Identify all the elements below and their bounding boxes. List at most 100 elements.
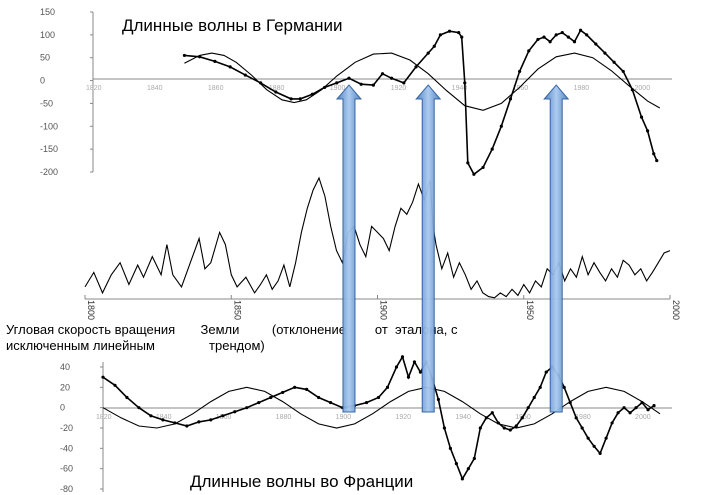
data-point [460, 35, 464, 39]
x-tick-label: 1980 [574, 85, 590, 92]
data-point [457, 30, 461, 35]
data-point [526, 406, 530, 410]
x-tick-label: 1860 [208, 85, 224, 92]
data-point [598, 451, 602, 456]
data-point [472, 456, 476, 461]
data-point [562, 385, 566, 389]
y-tick-label: -20 [60, 423, 73, 433]
data-point [646, 129, 650, 133]
data-point [490, 411, 494, 415]
data-point [371, 83, 375, 87]
y-tick-label: 0 [60, 403, 65, 413]
x-tick-label: 1820 [96, 414, 112, 421]
germany-title: Длинные волны в Германии [122, 16, 343, 35]
data-point [317, 395, 321, 400]
data-point [610, 421, 614, 425]
x-tick-label: 1920 [395, 414, 411, 421]
data-point [586, 436, 590, 440]
data-point [274, 90, 278, 94]
x-tick-label: 1900 [379, 300, 389, 320]
data-point [574, 416, 578, 420]
data-point [406, 375, 411, 379]
data-point [447, 29, 452, 33]
data-point [137, 406, 141, 410]
data-point [585, 33, 589, 37]
data-point [514, 424, 518, 428]
y-tick-label: 150 [40, 7, 55, 17]
y-tick-label: 0 [40, 76, 45, 86]
data-point [502, 426, 506, 430]
data-point [245, 406, 249, 410]
data-point [490, 147, 494, 151]
data-point [532, 395, 536, 400]
data-point [380, 72, 385, 76]
y-tick-label: 50 [40, 53, 50, 63]
data-point [592, 444, 596, 448]
data-point [652, 404, 656, 408]
data-point [554, 33, 558, 37]
germany-chart: 150 100 50 0 -50 -100 -150 -200 1820 1840 1860 188… [40, 7, 672, 177]
data-point [335, 81, 339, 85]
data-point [289, 97, 293, 101]
data-point [182, 53, 187, 58]
x-tick-label: 1920 [391, 85, 407, 92]
data-point [394, 365, 399, 369]
data-point [616, 411, 620, 415]
x-tick-label: 1980 [575, 414, 591, 421]
data-point [281, 390, 285, 395]
y-tick-label: -40 [60, 443, 73, 453]
up-arrow-3 [543, 84, 570, 413]
rotation-caption-line2: исключенным линейным трендом) [6, 338, 265, 353]
data-point [621, 69, 625, 74]
x-tick-label: 1900 [336, 414, 352, 421]
up-arrow-1 [335, 84, 363, 413]
rotation-caption-line1: Угловая скорость вращения Земли (отклоне… [6, 322, 458, 337]
data-point [508, 428, 512, 432]
data-point [460, 477, 464, 481]
data-point [499, 124, 503, 128]
data-point [481, 165, 485, 170]
data-point [197, 420, 201, 424]
data-point [652, 152, 656, 156]
y-tick-label: -80 [60, 484, 73, 494]
data-point [400, 355, 405, 359]
data-point [347, 76, 351, 80]
data-point [578, 28, 583, 32]
data-point [518, 69, 522, 74]
data-point [269, 395, 273, 400]
x-tick-label: 1840 [147, 85, 163, 92]
data-point [364, 400, 369, 405]
data-point [438, 33, 442, 37]
data-point [448, 446, 452, 450]
x-tick-label: 2000 [635, 85, 651, 92]
series-line-1 [102, 386, 661, 429]
x-tick-label: 1940 [452, 85, 468, 92]
data-point [426, 51, 430, 55]
y-tick-label: 20 [60, 382, 70, 392]
data-point [548, 40, 552, 44]
data-point [639, 115, 644, 119]
series-line-0 [184, 29, 658, 176]
data-point [612, 60, 616, 64]
data-point [594, 42, 598, 46]
x-tick-label: 1940 [455, 414, 471, 421]
x-tick-label: 1840 [156, 414, 172, 421]
x-tick-label: 1950 [525, 300, 535, 320]
data-point [402, 81, 406, 85]
y-tick-label: -200 [40, 167, 58, 177]
y-tick-label: -50 [40, 98, 53, 108]
x-tick-label: 1880 [276, 414, 292, 421]
x-tick-label: 1960 [513, 85, 529, 92]
data-point [580, 426, 584, 430]
france-chart: 40 20 0 -20 -40 -60 -80 1820 1840 1860 1880 1900 19… [60, 354, 672, 494]
data-point [520, 416, 524, 420]
data-point [385, 385, 390, 389]
data-point [442, 426, 446, 430]
data-point [221, 414, 225, 418]
y-tick-label: -60 [60, 464, 73, 474]
x-tick-label: 1820 [86, 85, 102, 92]
x-tick-label: 1800 [86, 300, 96, 320]
data-point [538, 385, 542, 389]
data-point [572, 40, 577, 44]
data-point [125, 395, 129, 400]
